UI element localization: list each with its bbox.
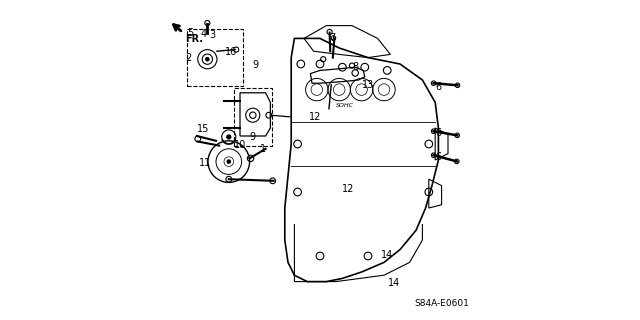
Circle shape: [227, 160, 230, 163]
Text: 13: 13: [362, 80, 374, 90]
Text: S84A-E0601: S84A-E0601: [414, 299, 468, 308]
Text: 8: 8: [352, 62, 358, 72]
Text: 3: 3: [209, 30, 215, 40]
Text: 10: 10: [234, 140, 246, 150]
Text: 5: 5: [188, 28, 193, 38]
Text: 1: 1: [260, 144, 266, 154]
Text: 16: 16: [225, 47, 237, 57]
Bar: [234, 88, 272, 146]
Text: 11: 11: [199, 158, 211, 168]
Text: 12: 12: [309, 112, 322, 122]
Circle shape: [206, 58, 209, 61]
Text: 2: 2: [185, 52, 191, 63]
Text: 7: 7: [329, 33, 335, 44]
Text: 14: 14: [381, 250, 393, 260]
Bar: [187, 29, 243, 86]
Text: FR.: FR.: [186, 34, 204, 44]
Text: 15: 15: [197, 124, 210, 134]
Text: 6: 6: [435, 152, 442, 163]
Text: 12: 12: [342, 184, 355, 195]
Text: 4: 4: [200, 29, 206, 39]
Circle shape: [227, 135, 231, 139]
Text: 6: 6: [435, 128, 442, 138]
Text: 6: 6: [435, 82, 442, 92]
Text: SOHC: SOHC: [336, 103, 354, 108]
Text: 9: 9: [252, 60, 259, 70]
Text: 14: 14: [388, 278, 400, 288]
Text: 9: 9: [250, 132, 256, 142]
